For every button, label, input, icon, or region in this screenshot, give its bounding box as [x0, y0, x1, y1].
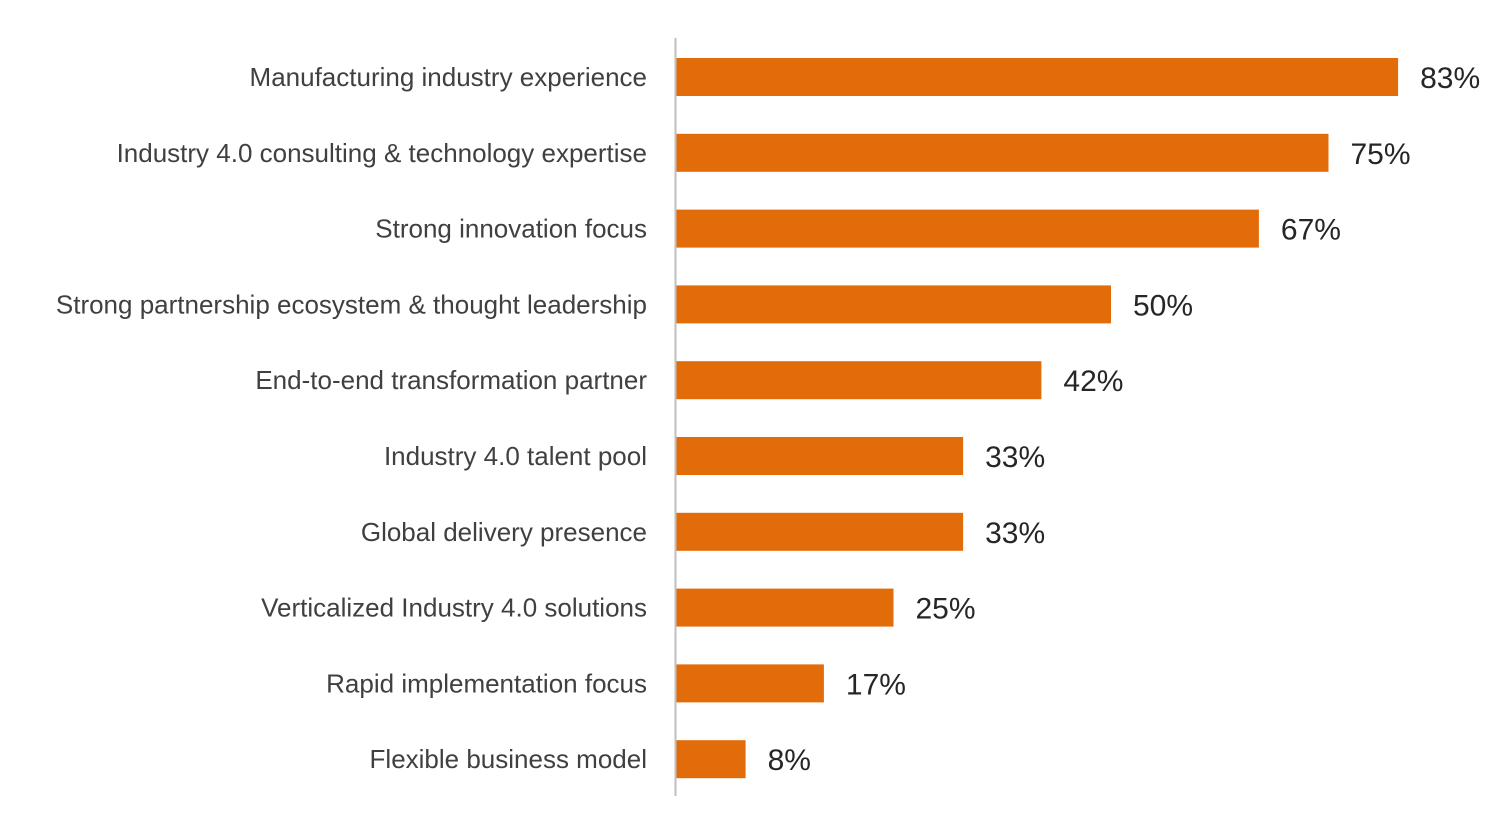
data-label: 25%	[916, 593, 976, 626]
data-label: 33%	[985, 517, 1045, 550]
category-labels: Manufacturing industry experience Industr…	[56, 62, 647, 774]
category-label: Strong partnership ecosystem & thought l…	[56, 289, 647, 319]
category-label: Verticalized Industry 4.0 solutions	[261, 593, 647, 623]
category-label: Industry 4.0 talent pool	[384, 441, 647, 471]
bar	[676, 437, 964, 475]
bar	[676, 361, 1042, 400]
category-label: Global delivery presence	[361, 517, 647, 547]
bar	[676, 512, 964, 551]
data-label: 8%	[768, 744, 811, 777]
data-label: 75%	[1351, 138, 1411, 171]
category-label: Industry 4.0 consulting & technology exp…	[117, 138, 647, 168]
bar	[676, 209, 1259, 248]
bar	[676, 588, 894, 627]
data-label: 67%	[1281, 214, 1341, 247]
bar	[676, 133, 1329, 172]
bar	[676, 285, 1111, 324]
category-label: Manufacturing industry experience	[250, 62, 647, 92]
data-label: 33%	[985, 441, 1045, 474]
category-label: Strong innovation focus	[375, 214, 647, 244]
category-label: Flexible business model	[370, 744, 647, 774]
data-label: 17%	[846, 668, 906, 701]
category-label: End-to-end transformation partner	[255, 365, 647, 395]
bar	[676, 58, 1399, 96]
bar	[676, 664, 824, 703]
value-labels: 83% 75% 67% 50% 42% 33% 33% 25% 17% 8%	[768, 62, 1481, 777]
bar	[676, 740, 746, 779]
bars	[676, 58, 1399, 779]
data-label: 50%	[1133, 289, 1193, 322]
data-label: 83%	[1420, 62, 1480, 95]
data-label: 42%	[1063, 365, 1123, 398]
category-label: Rapid implementation focus	[326, 668, 647, 698]
